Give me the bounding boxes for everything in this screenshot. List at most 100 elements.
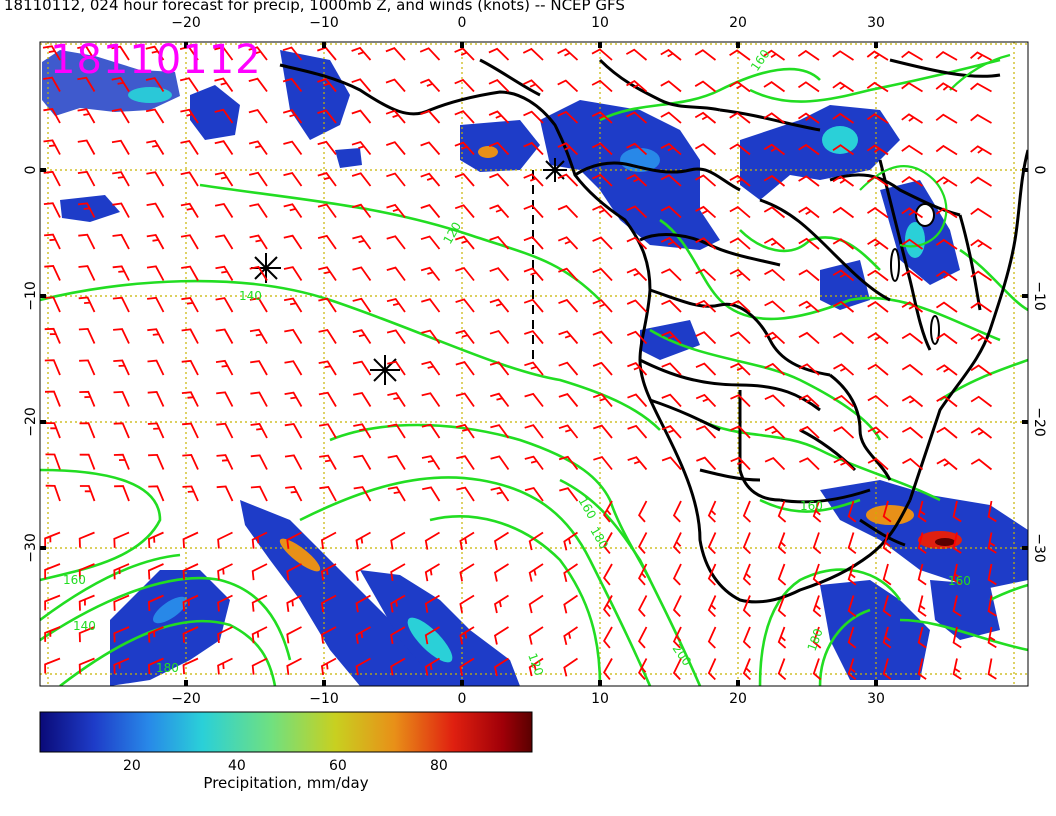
wind-barb	[420, 172, 441, 187]
wind-barb	[44, 594, 61, 611]
contour-line	[40, 576, 292, 661]
country-border	[829, 373, 892, 481]
contour-line	[559, 478, 702, 686]
wind-barb	[882, 626, 892, 649]
wind-barb	[764, 300, 786, 313]
wind-barb	[558, 330, 579, 345]
wind-barb	[591, 111, 613, 124]
wind-barb	[867, 426, 889, 439]
wind-barb	[181, 359, 199, 376]
wind-barb	[730, 394, 751, 408]
wind-barb	[112, 171, 130, 187]
wind-barb	[917, 532, 927, 554]
wind-barb	[901, 176, 924, 187]
wind-barb	[936, 426, 958, 439]
wind-barb	[112, 233, 130, 250]
wind-barb	[935, 144, 958, 156]
wind-barb	[390, 657, 406, 676]
wind-barb	[44, 531, 61, 548]
wind-barb	[558, 361, 579, 376]
contour-line	[40, 279, 661, 431]
wind-barb	[935, 51, 958, 61]
wind-barb	[284, 328, 303, 344]
wind-barb	[764, 425, 786, 439]
wind-barb	[638, 563, 648, 586]
wind-barb	[764, 268, 786, 282]
contour-line	[818, 608, 871, 686]
wind-barb	[351, 172, 372, 187]
contour-line	[939, 358, 1028, 402]
contour-label: 180	[156, 661, 179, 675]
wind-barb	[952, 626, 962, 649]
contour-label: 160	[575, 495, 599, 522]
wind-barb	[730, 425, 751, 439]
wind-barb	[832, 112, 855, 124]
precip-core	[866, 505, 914, 525]
wind-barb	[603, 626, 613, 649]
wind-barb	[488, 79, 510, 93]
wind-barb	[696, 456, 717, 471]
wind-barb	[935, 270, 958, 282]
wind-barb	[563, 563, 579, 583]
wind-barb	[626, 330, 648, 345]
wind-barb	[455, 423, 475, 439]
wind-barb	[282, 46, 303, 61]
wind-barb	[454, 47, 475, 61]
wind-barb	[386, 235, 406, 250]
wind-barb	[707, 595, 717, 618]
wind-barb	[970, 395, 993, 408]
wind-barb	[591, 79, 613, 93]
wind-barb	[182, 594, 199, 612]
wind-barb	[882, 595, 892, 617]
wind-barb	[695, 425, 717, 439]
contour-line	[329, 423, 652, 581]
wind-barb	[882, 563, 892, 586]
lon-label: 30	[867, 15, 885, 31]
precip-patch	[820, 580, 930, 680]
wind-barb	[456, 455, 475, 471]
map-title: 18110112, 024 hour forecast for precip, …	[4, 0, 625, 14]
wind-barb	[603, 595, 613, 617]
wind-barb	[832, 81, 855, 93]
wind-barb	[592, 236, 613, 250]
wind-barb	[250, 485, 268, 502]
lat-label: −30	[1031, 533, 1047, 563]
lon-label: −20	[171, 15, 201, 31]
wind-barb	[113, 563, 130, 580]
wind-barb	[318, 328, 337, 344]
wind-barb	[78, 563, 95, 580]
lat-label: −20	[1031, 407, 1047, 437]
wind-barb	[353, 454, 372, 470]
wind-barb	[420, 204, 441, 219]
wind-barb	[44, 233, 61, 250]
wind-barb	[901, 144, 923, 156]
wind-barb	[798, 300, 820, 313]
wind-barb	[283, 140, 303, 156]
country-border	[859, 518, 906, 547]
wind-barb	[798, 363, 820, 376]
lon-label: 0	[458, 691, 467, 707]
contour-label: 180	[587, 525, 611, 552]
wind-barb	[419, 47, 441, 61]
asterisk-marker	[543, 158, 567, 182]
wind-barb	[215, 359, 234, 376]
wind-barb	[742, 500, 752, 523]
wind-barb	[490, 455, 510, 471]
wind-barb	[742, 563, 752, 586]
wind-barb	[251, 531, 268, 549]
wind-barb	[78, 594, 95, 611]
wind-barb	[78, 327, 96, 344]
wind-barb	[867, 238, 889, 250]
wind-barb	[214, 140, 234, 156]
wind-barb	[672, 595, 682, 618]
wind-barb	[146, 171, 165, 187]
wind-barb	[524, 486, 544, 502]
wind-barb	[970, 301, 993, 313]
country-border	[719, 108, 821, 132]
wind-barb	[798, 425, 820, 439]
wind-barb	[147, 563, 164, 580]
lon-label: 20	[729, 15, 747, 31]
wind-barb	[901, 395, 924, 408]
wind-barb	[558, 393, 579, 408]
wind-barb	[113, 626, 130, 643]
